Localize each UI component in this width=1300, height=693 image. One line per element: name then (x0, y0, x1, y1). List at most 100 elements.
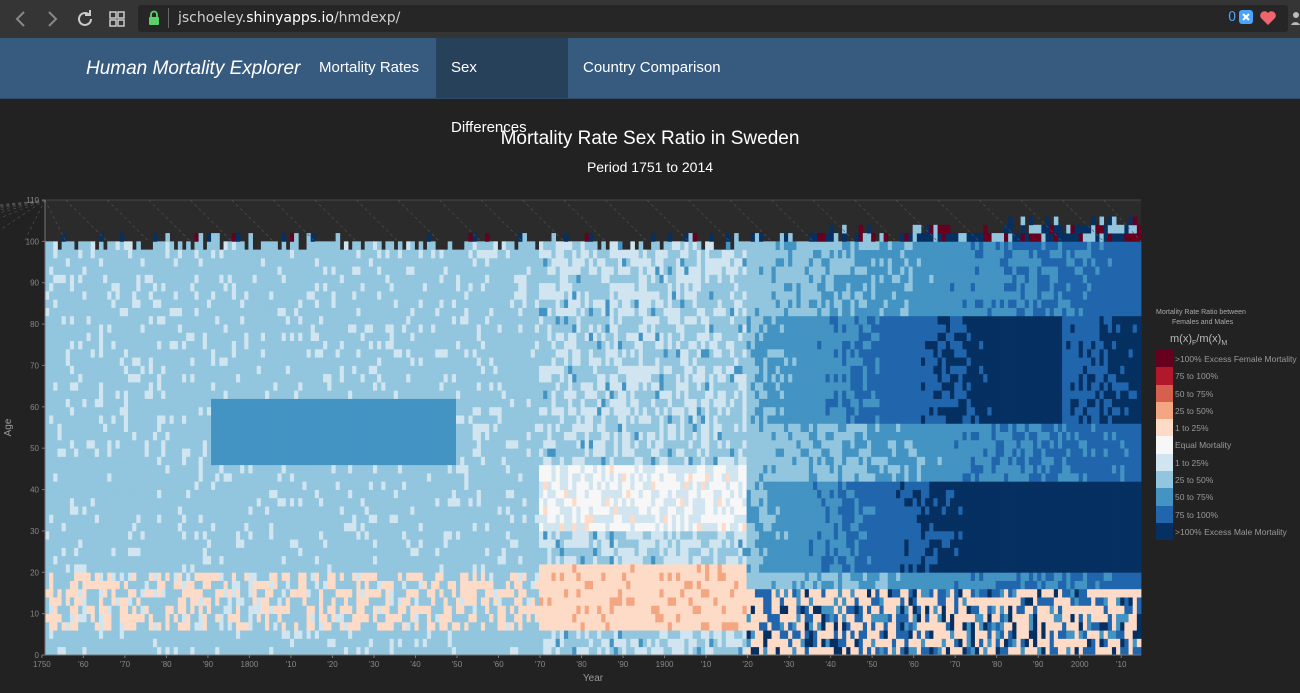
heatmap-cell (314, 630, 320, 639)
heatmap-cell (393, 406, 399, 416)
heatmap-cell (289, 398, 295, 408)
heatmap-cell (49, 274, 54, 284)
heatmap-cell (310, 564, 316, 573)
heatmap-cell (177, 249, 183, 259)
heatmap-cell (352, 382, 357, 391)
forward-icon[interactable] (41, 8, 63, 30)
heatmap-cell (443, 332, 449, 342)
heatmap-cell (140, 373, 146, 383)
heatmap-cell (256, 365, 262, 375)
heatmap-cell (343, 630, 349, 639)
heatmap-cell (352, 241, 357, 251)
heatmap-cell (198, 481, 204, 490)
heatmap-cell (69, 564, 75, 573)
heatmap-cell (439, 373, 444, 383)
heatmap-cell (323, 638, 328, 648)
heatmap-cell (144, 481, 150, 490)
heatmap-cell (343, 340, 349, 350)
tab-mortality-rates[interactable]: Mortality Rates (319, 59, 420, 76)
heatmap-cell (211, 439, 216, 449)
heatmap-cell (335, 266, 341, 275)
heatmap-cell (281, 597, 287, 606)
heatmap-cell (165, 365, 170, 375)
heatmap-cell (157, 530, 162, 540)
grid-icon[interactable] (106, 8, 128, 30)
heatmap-cell (132, 348, 137, 358)
heatmap-cell (426, 282, 432, 292)
heatmap-cell (456, 646, 461, 656)
heatmap-cell (256, 638, 262, 648)
heatmap-cell (115, 506, 121, 515)
heatmap-cell (418, 291, 424, 300)
tab-sex-differences[interactable]: Sex Differences (436, 38, 568, 136)
heatmap-cell (61, 473, 67, 482)
app-brand[interactable]: Human Mortality Explorer (86, 58, 301, 79)
heatmap-cell (294, 456, 299, 466)
extension-icon[interactable] (1238, 9, 1254, 25)
heatmap-cell (372, 522, 378, 532)
heatmap-cell (402, 572, 407, 581)
heatmap-cell (231, 506, 237, 515)
back-icon[interactable] (10, 8, 32, 30)
heatmap-cell (397, 464, 403, 474)
heatmap-cell (372, 357, 378, 366)
heatmap-cell (194, 588, 199, 598)
heatmap-cell (372, 646, 378, 656)
heatmap-cell (161, 373, 166, 383)
heatmap-cell (377, 291, 382, 300)
heatmap-cell (65, 572, 71, 581)
heatmap-cell (94, 473, 100, 482)
heatmap-cell (161, 613, 166, 623)
heatmap-cell (161, 448, 166, 457)
heatmap-cell (161, 291, 166, 300)
heatmap-cell (244, 588, 249, 598)
address-bar[interactable]: jschoeley.shinyapps.io/hmdexp/ (138, 5, 1288, 32)
heatmap-cell (422, 630, 428, 639)
heatmap-cell (98, 373, 104, 383)
heatmap-cell (306, 365, 312, 375)
heatmap-cell (319, 398, 324, 408)
reload-icon[interactable] (74, 8, 96, 30)
heatmap-cell (219, 497, 224, 507)
heatmap-cell (389, 423, 395, 433)
heatmap-cell (132, 497, 137, 507)
heatmap-cell (252, 473, 258, 482)
heatmap-cell (289, 315, 295, 325)
heatmap-cell (211, 530, 216, 540)
heatmap-cell (410, 390, 415, 399)
heatmap-cell (343, 522, 349, 532)
heatmap-cell (157, 448, 162, 457)
heatmap-cell (115, 299, 121, 308)
heatmap-cell (319, 382, 324, 391)
heart-icon[interactable] (1259, 10, 1277, 26)
heatmap-cell (82, 332, 87, 342)
heatmap-cell (53, 605, 58, 615)
heatmap-cell (49, 282, 54, 292)
heatmap-cell (431, 514, 436, 524)
heatmap-cell (74, 423, 79, 433)
heatmap-cell (165, 497, 170, 507)
heatmap-cell (240, 539, 245, 548)
heatmap-cell (107, 373, 112, 383)
heatmap-cell (443, 406, 449, 416)
heatmap-cell (78, 257, 83, 267)
heatmap-cell (235, 555, 241, 565)
heatmap-cell (389, 373, 395, 383)
heatmap-cell (443, 448, 449, 457)
heatmap-cell (385, 365, 390, 375)
heatmap-cell (152, 257, 158, 267)
heatmap-cell (319, 241, 324, 251)
heatmap-cell (227, 456, 233, 466)
heatmap-cell (393, 555, 399, 565)
heatmap-cell (393, 324, 399, 333)
heatmap-cell (385, 506, 390, 515)
tab-country-comparison[interactable]: Country Comparison (583, 59, 721, 76)
url-text[interactable]: jschoeley.shinyapps.io/hmdexp/ (178, 10, 401, 26)
heatmap-cell (78, 431, 83, 441)
heatmap-cell (335, 340, 341, 350)
profile-icon[interactable] (1290, 10, 1300, 26)
heatmap-cell (426, 439, 432, 449)
heatmap-cell (356, 282, 361, 292)
heatmap-cell (339, 348, 345, 358)
heatmap-cell (90, 621, 96, 631)
